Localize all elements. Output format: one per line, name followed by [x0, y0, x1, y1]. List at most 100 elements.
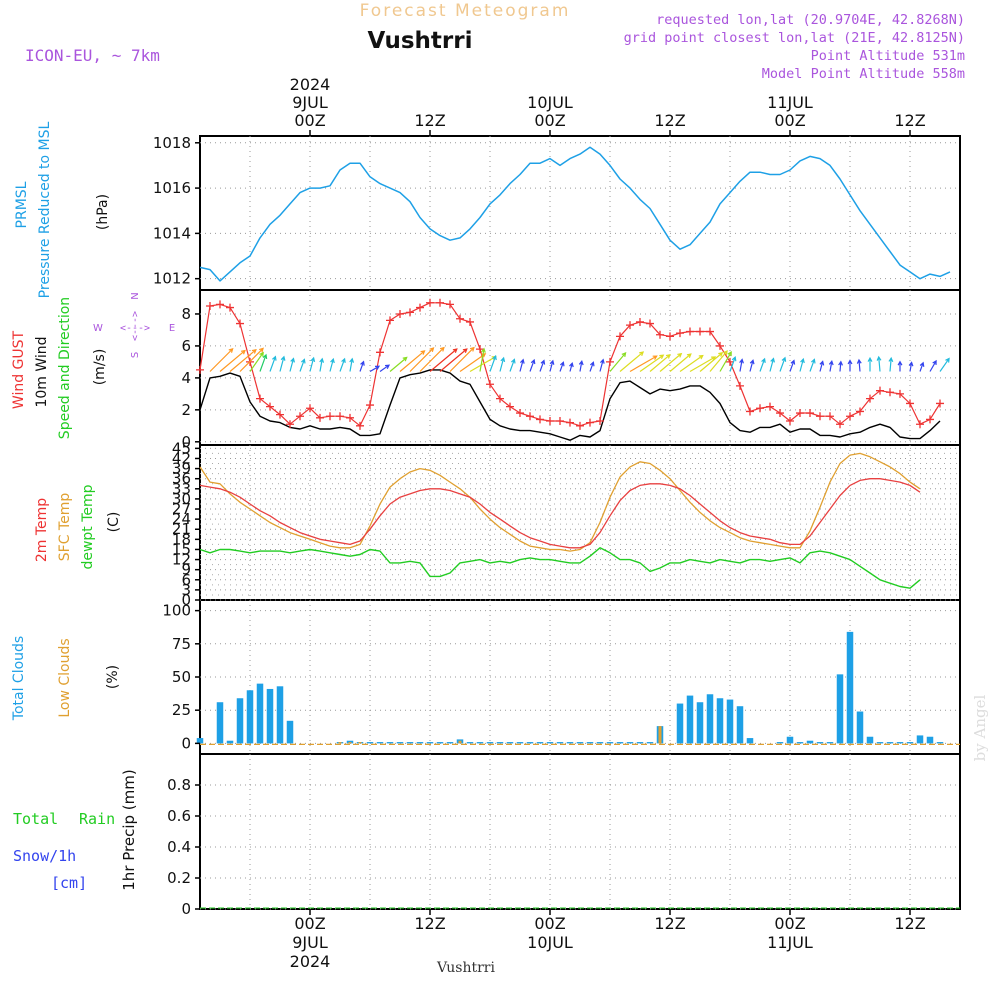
gust-marker [516, 409, 524, 418]
total-clouds-bar [556, 742, 564, 744]
wind-arrow [749, 359, 755, 372]
time-label-bottom: 2024 [290, 952, 331, 971]
total-clouds-bar [586, 742, 594, 744]
low-clouds-bar [658, 726, 662, 744]
wind-arrow [659, 352, 683, 372]
total-clouds-bar [866, 736, 874, 744]
gust-marker [616, 332, 624, 341]
precip-axis-label: 1hr Precip (mm) [120, 769, 138, 890]
wind-arrow [329, 357, 335, 372]
low-clouds-bar [338, 742, 342, 744]
gust-marker [226, 303, 234, 312]
total-clouds-bar [406, 742, 414, 744]
total-clouds-bar [676, 703, 684, 744]
wind-arrow [449, 346, 475, 372]
gust-marker [266, 402, 274, 411]
total-clouds-bar [426, 742, 434, 744]
wind-arrow [799, 357, 805, 372]
gust-marker [236, 319, 244, 328]
wind-arrow [719, 351, 732, 372]
wind-arrow [609, 351, 627, 372]
wind-arrow [559, 361, 565, 372]
y-tick-label: 0 [181, 900, 191, 918]
gust-marker [896, 389, 904, 398]
y-tick-label: 1018 [153, 134, 191, 152]
y-tick-label: 39 [172, 460, 191, 478]
gust-marker [826, 412, 834, 421]
time-label-bottom: 10JUL [527, 933, 573, 952]
total-clouds-bar [256, 683, 264, 744]
wind-arrow [908, 361, 914, 372]
wind-arrow [759, 357, 766, 372]
total-clouds-bar [826, 742, 834, 744]
wind-arrow [349, 357, 355, 372]
wind-arrow [289, 357, 295, 372]
y-tick-label: 75 [172, 635, 191, 653]
gust-marker [666, 332, 674, 341]
y-tick-label: 100 [162, 602, 191, 620]
gust-marker [386, 316, 394, 325]
wind-arrow [789, 359, 796, 372]
gust-marker [716, 341, 724, 350]
wind-arrow [919, 361, 925, 372]
gust-marker [796, 409, 804, 418]
wind-arrow [209, 347, 234, 372]
total-clouds-bar [476, 742, 484, 744]
total-clouds-bar [846, 631, 854, 744]
point-altitude: Point Altitude 531m [811, 48, 965, 64]
credit-watermark: by Angel [971, 694, 989, 761]
gust-marker [216, 300, 224, 309]
gust-marker [806, 409, 814, 418]
gust-marker [766, 402, 774, 411]
gust-marker [526, 412, 534, 421]
gust-marker [696, 327, 704, 336]
total-clouds-bar [636, 742, 644, 744]
compass-s: S [130, 352, 141, 358]
wind-arrow [409, 347, 435, 372]
gust-marker [736, 381, 744, 390]
time-label-bottom: 00Z [534, 914, 565, 933]
gust-marker [646, 319, 654, 328]
axis-labels: 1012101410161018024680369121518212427303… [153, 75, 926, 971]
gust-marker [816, 412, 824, 421]
snow-label: Snow/1h [13, 847, 76, 865]
wind-arrow [479, 347, 486, 372]
y-tick-label: 0 [181, 433, 191, 451]
time-label-bottom: 12Z [414, 914, 445, 933]
total-clouds-bar [516, 742, 524, 744]
wind-arrow [847, 359, 853, 372]
wind-arrow [239, 347, 264, 372]
location-title: Vushtrri [368, 28, 473, 54]
gust-marker [356, 421, 364, 430]
dewpt-line [199, 547, 921, 589]
total-clouds-bar [626, 742, 634, 744]
wind-arrow [856, 358, 862, 372]
sfc-temp-line [199, 452, 921, 552]
total-clouds-bar [196, 738, 204, 744]
wind-arrow [828, 360, 834, 372]
time-label-bottom: 00Z [774, 914, 805, 933]
total-clouds-bar [546, 742, 554, 744]
total-clouds-bar [696, 702, 704, 744]
total-clouds-bar [836, 674, 844, 744]
temp-sfc-label: SFC Temp [57, 493, 73, 562]
gust-marker [456, 314, 464, 323]
wind-arrow [779, 356, 787, 372]
y-tick-label: 21 [172, 520, 191, 538]
gust-marker [706, 327, 714, 336]
total-clouds-bar [736, 706, 744, 744]
gust-marker [476, 345, 484, 354]
pressure-label-desc: Pressure Reduced to MSL [37, 121, 53, 298]
gust-marker [396, 309, 404, 318]
total-clouds-bar [446, 742, 454, 744]
low-clouds-bar [358, 742, 362, 744]
wind-gust-label: Wind GUST [11, 330, 27, 409]
gust-marker [486, 380, 494, 389]
wind-arrow [499, 356, 506, 372]
gust-marker [676, 329, 684, 338]
y-tick-label: 24 [172, 510, 191, 528]
gust-marker [506, 402, 514, 411]
total-clouds-bar [386, 742, 394, 744]
wind-arrow [219, 349, 246, 372]
